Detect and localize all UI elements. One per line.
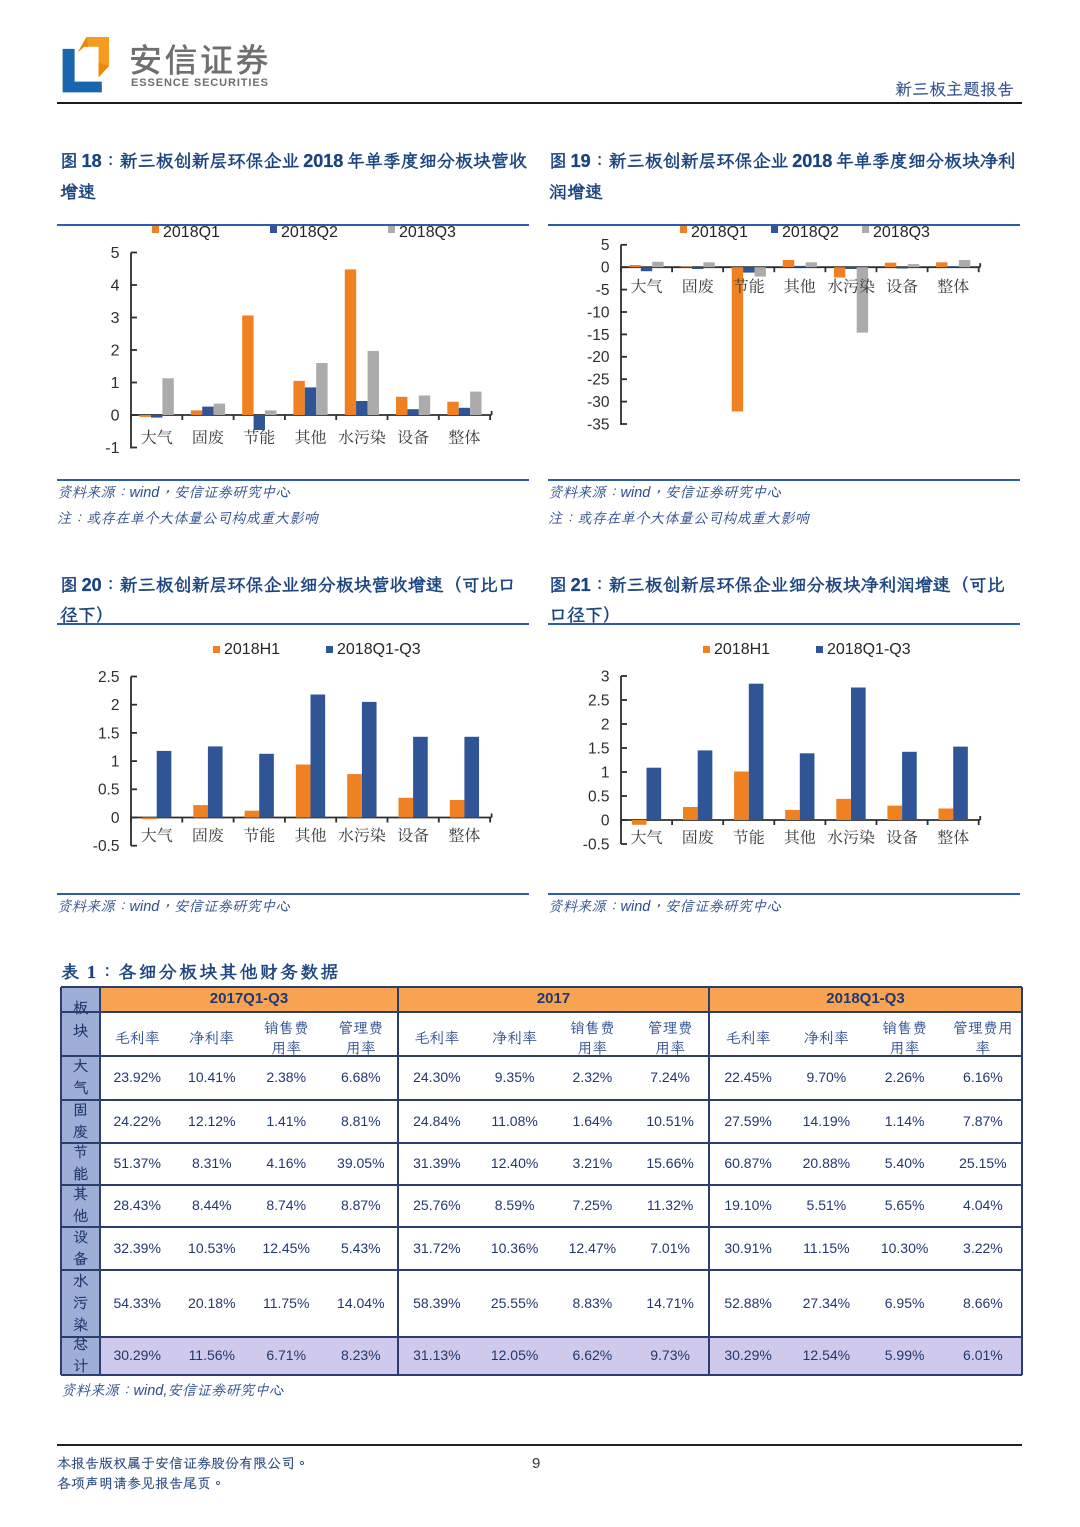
svg-text:固废: 固废 xyxy=(682,274,714,297)
svg-text:2: 2 xyxy=(111,697,120,714)
svg-text:1.5: 1.5 xyxy=(588,740,610,757)
svg-text:节能: 节能 xyxy=(733,274,765,297)
svg-text:-15: -15 xyxy=(587,327,609,344)
svg-text:-10: -10 xyxy=(587,304,610,321)
svg-text:节能: 节能 xyxy=(243,425,275,448)
svg-text:0: 0 xyxy=(601,812,610,829)
svg-text:2: 2 xyxy=(111,343,120,360)
svg-text:-35: -35 xyxy=(587,416,609,433)
svg-text:-25: -25 xyxy=(587,372,609,389)
svg-text:大气: 大气 xyxy=(630,274,662,297)
svg-text:-30: -30 xyxy=(587,394,610,411)
svg-text:整体: 整体 xyxy=(937,825,969,848)
svg-text:0.5: 0.5 xyxy=(98,782,120,799)
svg-text:固废: 固废 xyxy=(192,425,224,448)
svg-text:设备: 设备 xyxy=(886,825,918,848)
svg-text:1: 1 xyxy=(111,754,120,771)
svg-text:3: 3 xyxy=(111,310,120,327)
svg-text:1.5: 1.5 xyxy=(98,725,120,742)
svg-text:节能: 节能 xyxy=(733,825,765,848)
svg-text:-0.5: -0.5 xyxy=(93,838,120,855)
svg-text:水污染: 水污染 xyxy=(827,825,875,848)
svg-text:2.5: 2.5 xyxy=(588,692,610,709)
svg-text:其他: 其他 xyxy=(294,425,326,448)
svg-text:5: 5 xyxy=(601,237,610,254)
svg-text:水污染: 水污染 xyxy=(827,274,875,297)
svg-text:固废: 固废 xyxy=(682,825,714,848)
svg-text:3: 3 xyxy=(601,668,610,685)
svg-text:-0.5: -0.5 xyxy=(583,836,610,853)
svg-text:水污染: 水污染 xyxy=(338,823,386,846)
svg-text:0.5: 0.5 xyxy=(588,788,610,805)
svg-text:固废: 固废 xyxy=(192,823,224,846)
svg-text:其他: 其他 xyxy=(294,823,326,846)
svg-text:设备: 设备 xyxy=(397,823,429,846)
svg-text:大气: 大气 xyxy=(141,425,173,448)
svg-text:2: 2 xyxy=(601,716,610,733)
svg-text:整体: 整体 xyxy=(448,823,480,846)
svg-text:整体: 整体 xyxy=(937,274,969,297)
svg-text:大气: 大气 xyxy=(141,823,173,846)
svg-text:整体: 整体 xyxy=(448,425,480,448)
svg-text:节能: 节能 xyxy=(243,823,275,846)
svg-text:-5: -5 xyxy=(596,282,610,299)
svg-text:设备: 设备 xyxy=(397,425,429,448)
svg-text:0: 0 xyxy=(111,408,120,425)
svg-text:-20: -20 xyxy=(587,349,610,366)
svg-text:大气: 大气 xyxy=(630,825,662,848)
svg-text:1: 1 xyxy=(111,375,120,392)
svg-text:0: 0 xyxy=(601,260,610,277)
svg-text:其他: 其他 xyxy=(784,825,816,848)
svg-text:水污染: 水污染 xyxy=(338,425,386,448)
svg-text:0: 0 xyxy=(111,810,120,827)
svg-text:-1: -1 xyxy=(105,440,119,457)
svg-text:其他: 其他 xyxy=(784,274,816,297)
svg-text:1: 1 xyxy=(601,764,610,781)
svg-text:设备: 设备 xyxy=(886,274,918,297)
svg-text:5: 5 xyxy=(111,245,120,262)
svg-text:4: 4 xyxy=(111,278,120,295)
svg-text:2.5: 2.5 xyxy=(98,669,120,686)
